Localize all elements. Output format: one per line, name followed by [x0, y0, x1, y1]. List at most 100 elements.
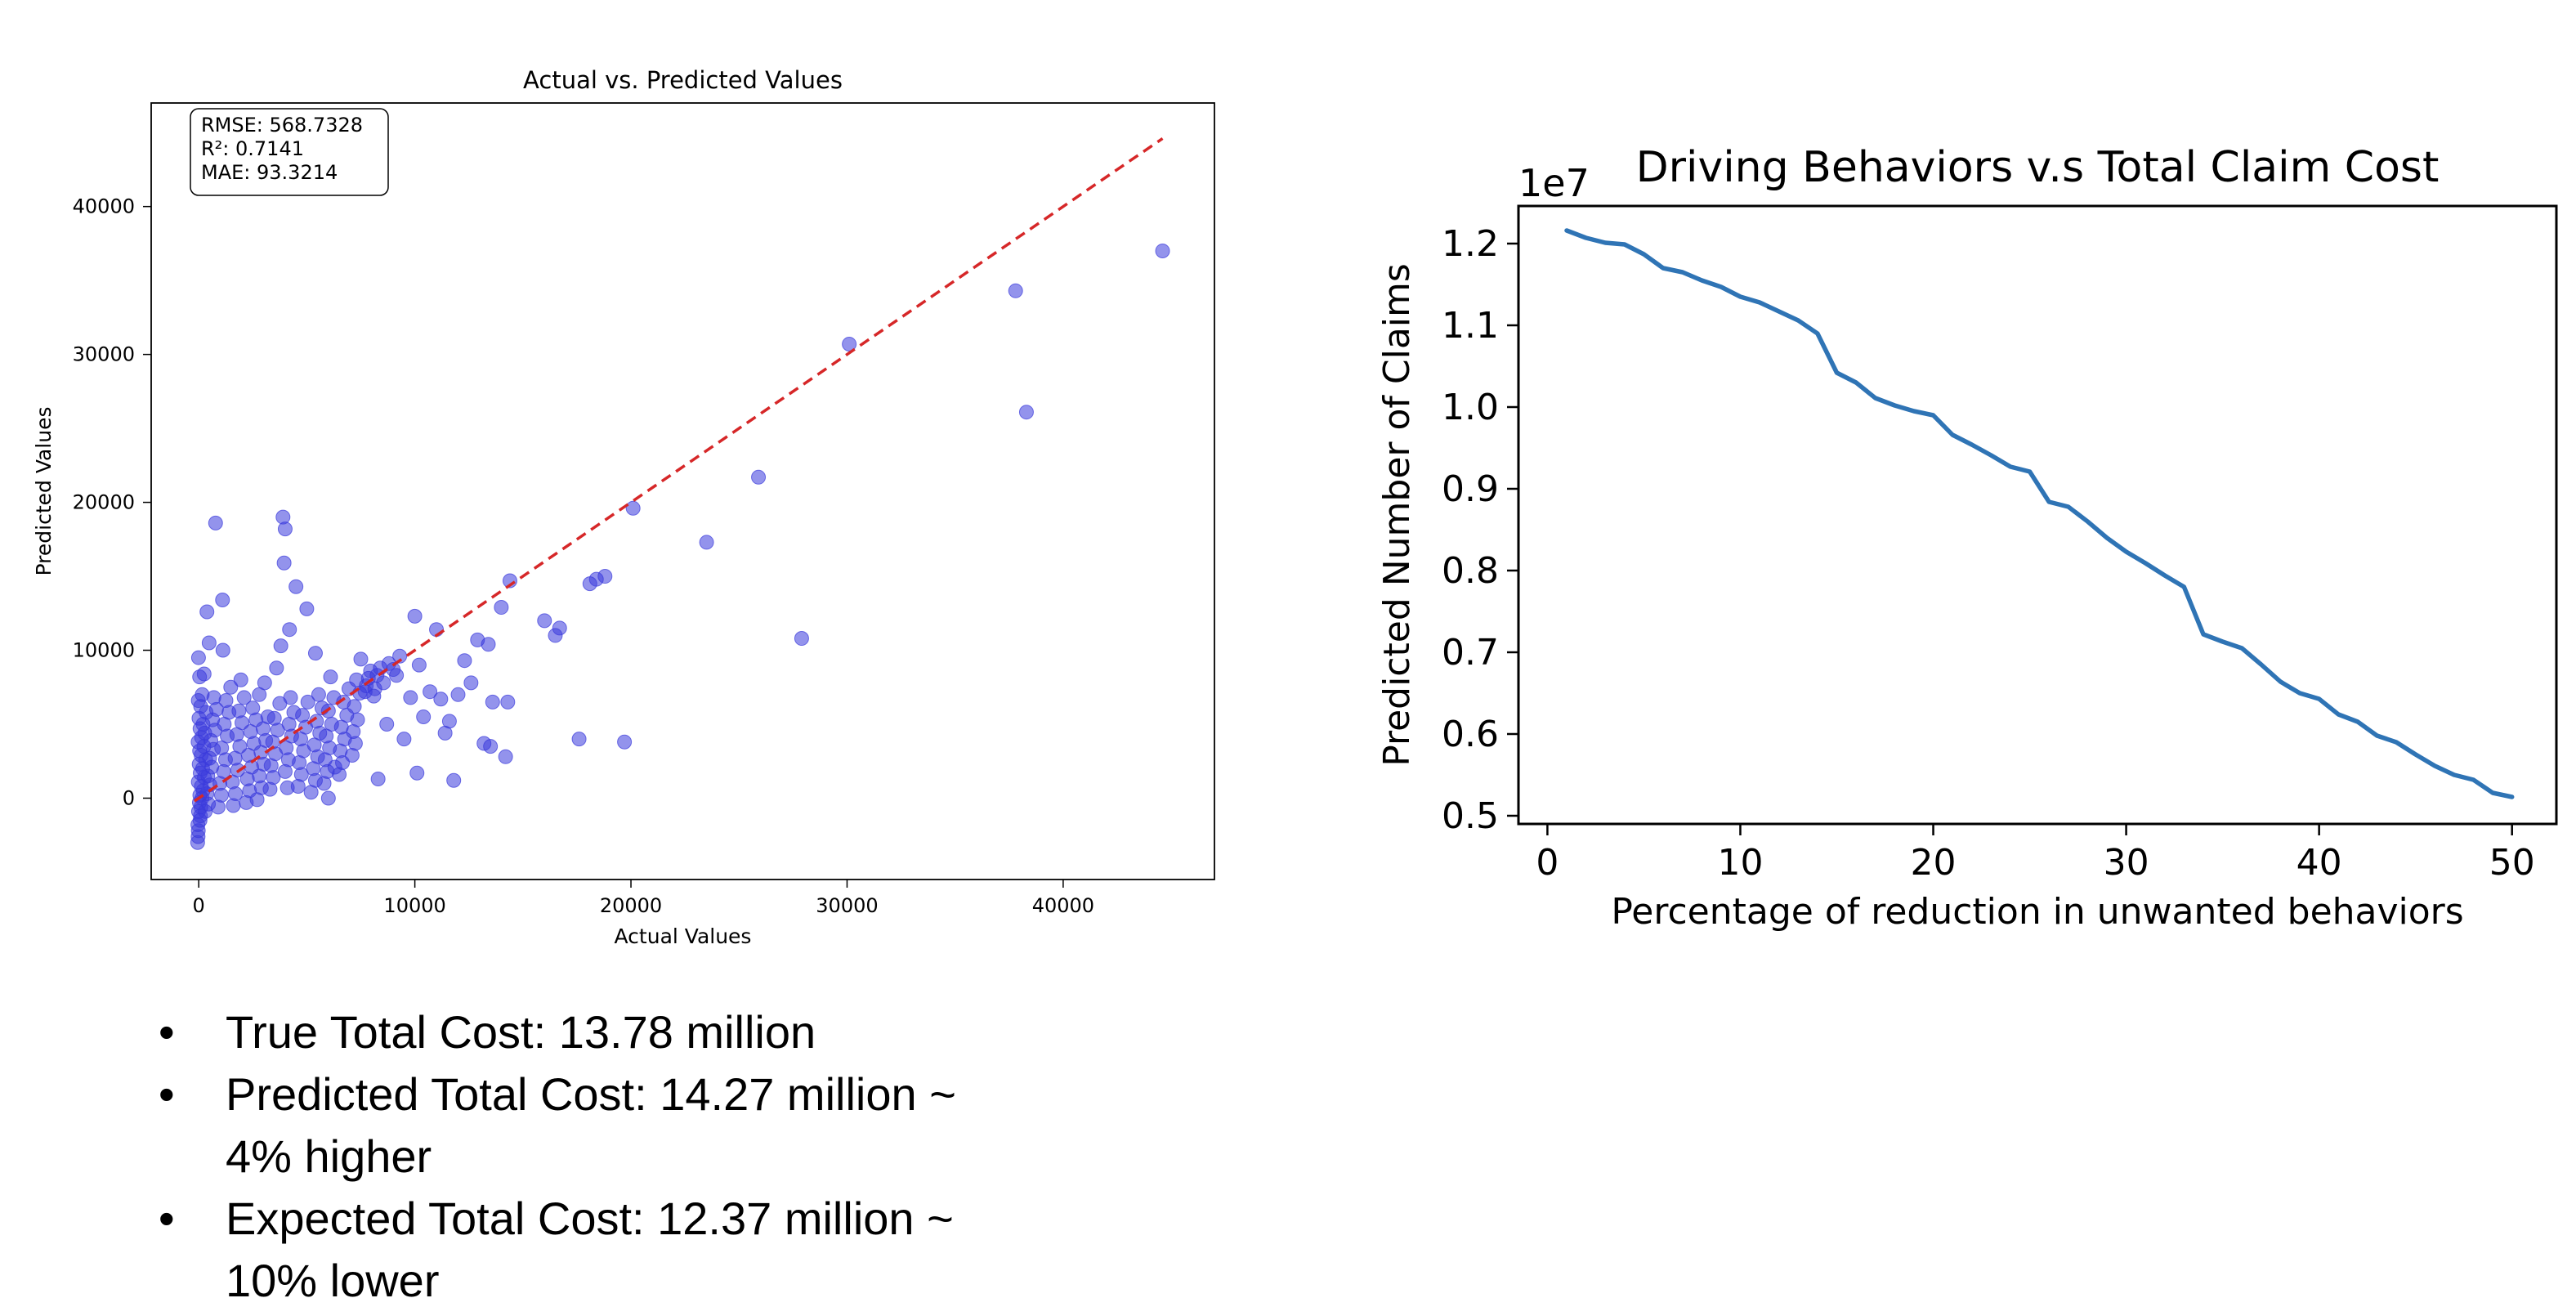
scatter-point	[231, 703, 247, 718]
bullet-marker: •	[159, 1193, 175, 1244]
scatter-point	[416, 709, 432, 724]
y-tick-label: 20000	[73, 491, 135, 514]
x-axis-label: Actual Values	[615, 924, 752, 948]
scatter-point	[842, 336, 857, 351]
scatter-point	[277, 521, 293, 537]
y-tick-label: 0.7	[1442, 632, 1499, 674]
scatter-point	[295, 708, 311, 723]
scatter-point	[353, 651, 369, 667]
scatter-point	[215, 642, 230, 658]
x-tick-label: 50	[2489, 842, 2535, 884]
summary-bullet-list: • True Total Cost: 13.78 million • Predicte…	[155, 1001, 1095, 1312]
x-tick-label: 0	[193, 894, 205, 917]
x-tick-label: 40000	[1032, 894, 1094, 917]
bullet-text-line: 10% lower	[226, 1255, 440, 1306]
y-tick-label: 0	[123, 786, 135, 809]
scatter-point	[392, 648, 408, 664]
bullet-marker: •	[159, 1068, 175, 1120]
metrics-line: R²: 0.7141	[201, 137, 304, 160]
x-tick-label: 0	[1536, 842, 1559, 884]
y-axis-label: Predicted Values	[32, 407, 56, 576]
scatter-point	[282, 622, 297, 638]
scatter-point	[441, 714, 457, 729]
scatter-point	[552, 620, 567, 636]
scatter-chart: Actual vs. Predicted Values 0 10000 20000 30…	[32, 66, 1215, 948]
bullet-text-line: True Total Cost: 13.78 million	[226, 1006, 816, 1058]
scatter-point	[276, 555, 292, 571]
scatter-point	[288, 579, 304, 594]
scatter-point	[311, 687, 326, 702]
scatter-point	[215, 593, 230, 607]
y-tick-label: 40000	[73, 195, 135, 218]
x-tick-label: 10000	[383, 894, 445, 917]
bullet-marker: •	[159, 1006, 175, 1058]
scatter-point	[323, 669, 338, 685]
y-tick-label: 1.2	[1442, 223, 1499, 265]
scatter-point	[617, 734, 633, 750]
scatter-point	[597, 569, 613, 584]
scatter-point	[300, 694, 315, 709]
summary-bullet: • True Total Cost: 13.78 million	[155, 1001, 1095, 1063]
metrics-line: RMSE: 568.7328	[201, 114, 363, 137]
line-plot-frame	[1517, 204, 2558, 826]
scatter-point	[1018, 405, 1034, 420]
scatter-point	[347, 699, 362, 714]
y-tick-label: 30000	[73, 343, 135, 366]
y-tick-label: 1.0	[1442, 387, 1499, 428]
x-tick-label: 20000	[600, 894, 662, 917]
scatter-point	[457, 653, 472, 669]
scatter-point	[571, 732, 587, 747]
scatter-point	[485, 694, 500, 709]
scatter-point	[751, 469, 767, 485]
scatter-point	[266, 710, 282, 726]
scatter-point	[1008, 283, 1023, 298]
y-tick-label: 0.9	[1442, 468, 1499, 510]
scatter-point	[196, 666, 212, 682]
reference-line	[193, 137, 1164, 803]
scatter-point	[463, 675, 479, 691]
scatter-point	[794, 631, 809, 647]
x-tick-label: 30	[2104, 842, 2149, 884]
x-tick-label: 40	[2296, 842, 2342, 884]
metrics-line: MAE: 93.3214	[201, 161, 338, 184]
scatter-point	[379, 717, 395, 732]
scatter-point	[376, 675, 391, 691]
bullet-text-line: Expected Total Cost: 12.37 million ~	[226, 1193, 954, 1244]
scatter-point	[299, 601, 315, 616]
x-axis-label: Percentage of reduction in unwanted beha…	[1611, 891, 2463, 933]
line-chart: Driving Behaviors v.s Total Claim Cost 1e…	[1376, 143, 2558, 933]
scatter-point	[208, 515, 223, 530]
x-tick-label: 10	[1717, 842, 1763, 884]
y-offset-label: 1e7	[1518, 161, 1590, 205]
scatter-point	[190, 650, 206, 665]
scatter-point	[396, 732, 412, 747]
scatter-point	[1155, 243, 1170, 258]
scatter-point	[389, 668, 405, 683]
metrics-box	[190, 108, 389, 196]
scatter-point	[199, 604, 215, 620]
scatter-point	[307, 646, 323, 661]
scatter-point	[257, 675, 272, 691]
scatter-point	[409, 765, 425, 781]
scatter-point	[283, 690, 298, 705]
scatter-point	[214, 740, 230, 755]
scatter-point	[236, 690, 252, 705]
y-axis-label: Predicted Number of Claims	[1376, 263, 1418, 767]
bullet-text-line: 4% higher	[226, 1130, 432, 1182]
scatter-point	[433, 692, 449, 707]
scatter-point	[411, 657, 427, 673]
scatter-point	[218, 693, 234, 709]
scatter-point	[494, 600, 509, 615]
scatter-point	[233, 672, 248, 687]
scatter-point	[320, 790, 336, 806]
scatter-point	[625, 500, 641, 516]
x-tick-label: 30000	[816, 894, 878, 917]
scatter-point	[201, 635, 217, 651]
scatter-point	[498, 749, 513, 764]
scatter-point	[423, 684, 438, 700]
y-tick-label: 0.5	[1442, 795, 1499, 837]
scatter-point	[269, 660, 284, 676]
scatter-point	[450, 687, 466, 702]
scatter-point	[446, 772, 462, 788]
